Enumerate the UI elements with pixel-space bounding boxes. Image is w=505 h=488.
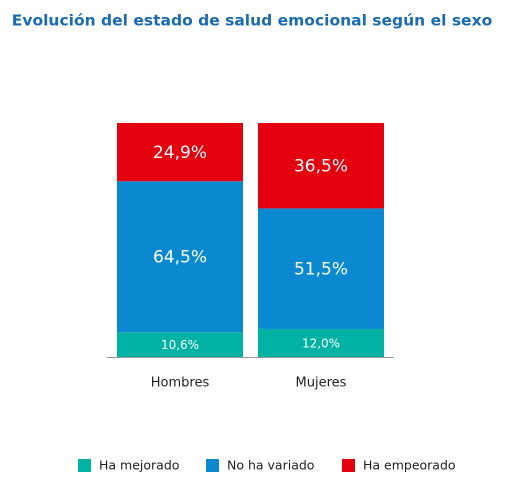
x-tick-label: Hombres — [151, 376, 210, 391]
legend-swatch — [206, 459, 219, 472]
bar-segment — [258, 328, 384, 357]
value-label: 10,6% — [161, 338, 199, 352]
value-label: 36,5% — [294, 157, 348, 177]
value-label: 64,5% — [153, 248, 207, 268]
legend-swatch — [78, 459, 91, 472]
legend-label: Ha empeorado — [363, 458, 456, 473]
bar-segment — [117, 123, 243, 182]
legend-label: Ha mejorado — [99, 458, 179, 473]
value-label: 12,0% — [302, 336, 340, 350]
legend-swatch — [342, 459, 355, 472]
bar-segment — [117, 181, 243, 333]
value-label: 51,5% — [294, 260, 348, 280]
bar-segment — [258, 208, 384, 329]
chart-title: Evolución del estado de salud emocional … — [12, 12, 492, 30]
bar-segment — [117, 332, 243, 357]
x-tick-label: Mujeres — [296, 376, 347, 391]
bar-segment — [258, 123, 384, 209]
value-label: 24,9% — [153, 143, 207, 163]
legend-label: No ha variado — [227, 458, 314, 473]
